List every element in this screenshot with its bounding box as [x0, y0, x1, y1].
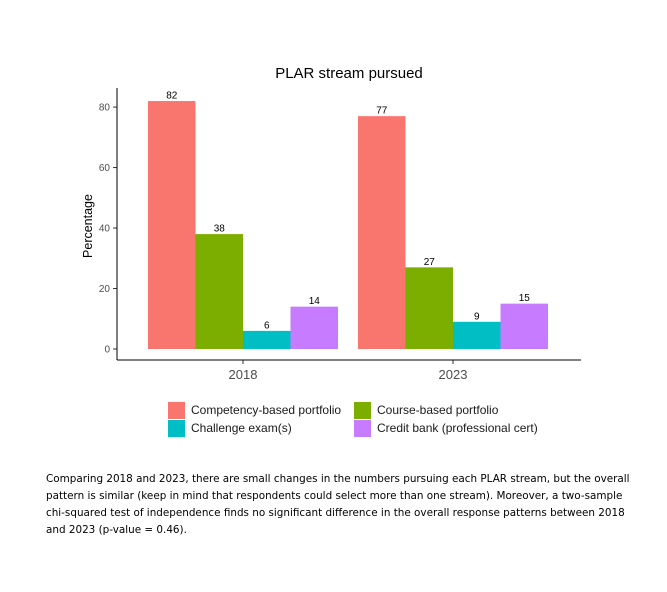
chart-title: PLAR stream pursued [275, 65, 423, 82]
legend-swatch [168, 401, 185, 419]
legend-item-challenge-exams: Challenge exam(s) [168, 419, 292, 437]
bar-2018-0 [148, 101, 196, 349]
bar-2018-2 [243, 330, 291, 349]
y-tick-label-40: 40 [99, 224, 111, 235]
y-tick-label-0: 0 [104, 345, 110, 356]
bar-2018-1 [195, 234, 243, 349]
value-label-2023-2: 9 [474, 311, 480, 322]
x-tick-label-2023: 2023 [439, 367, 468, 382]
y-axis-label: Percentage [81, 194, 95, 258]
value-label-2023-0: 77 [376, 106, 388, 117]
value-label-2023-3: 15 [519, 293, 531, 304]
y-axis: 0 20 40 60 80 [99, 103, 117, 356]
value-label-2018-2: 6 [264, 320, 270, 331]
x-axis: 2018 2023 [229, 360, 468, 382]
legend-label: Credit bank (professional cert) [377, 421, 538, 435]
bar-2023-2 [453, 321, 501, 349]
bars-group [148, 101, 548, 349]
caption-paragraph: Comparing 2018 and 2023, there are small… [46, 473, 630, 537]
legend-item-credit-bank: Credit bank (professional cert) [354, 419, 538, 437]
legend-label: Challenge exam(s) [191, 421, 292, 435]
legend-label: Course-based portfolio [377, 403, 499, 417]
legend-swatch [168, 419, 185, 437]
legend-swatch [354, 401, 371, 419]
bar-2018-3 [290, 306, 338, 349]
bar-2023-0 [358, 116, 406, 349]
x-tick-label-2018: 2018 [229, 367, 258, 382]
y-tick-label-20: 20 [99, 284, 111, 295]
legend-item-competency-based-portfolio: Competency-based portfolio [168, 401, 341, 419]
legend-item-course-based-portfolio: Course-based portfolio [354, 401, 498, 419]
value-labels-group: 82 38 6 14 77 27 9 15 [166, 91, 530, 332]
value-label-2018-0: 82 [166, 91, 178, 102]
y-tick-label-60: 60 [99, 163, 111, 174]
legend-swatch [354, 419, 371, 437]
value-label-2023-1: 27 [424, 257, 436, 268]
bar-2023-1 [405, 267, 453, 349]
y-tick-label-80: 80 [99, 103, 111, 114]
bar-chart: PLAR stream pursued Percentage 82 38 6 14 77… [81, 65, 581, 382]
value-label-2018-1: 38 [214, 224, 226, 235]
bar-2023-3 [500, 303, 548, 349]
value-label-2018-3: 14 [309, 296, 321, 307]
legend-label: Competency-based portfolio [191, 403, 342, 417]
